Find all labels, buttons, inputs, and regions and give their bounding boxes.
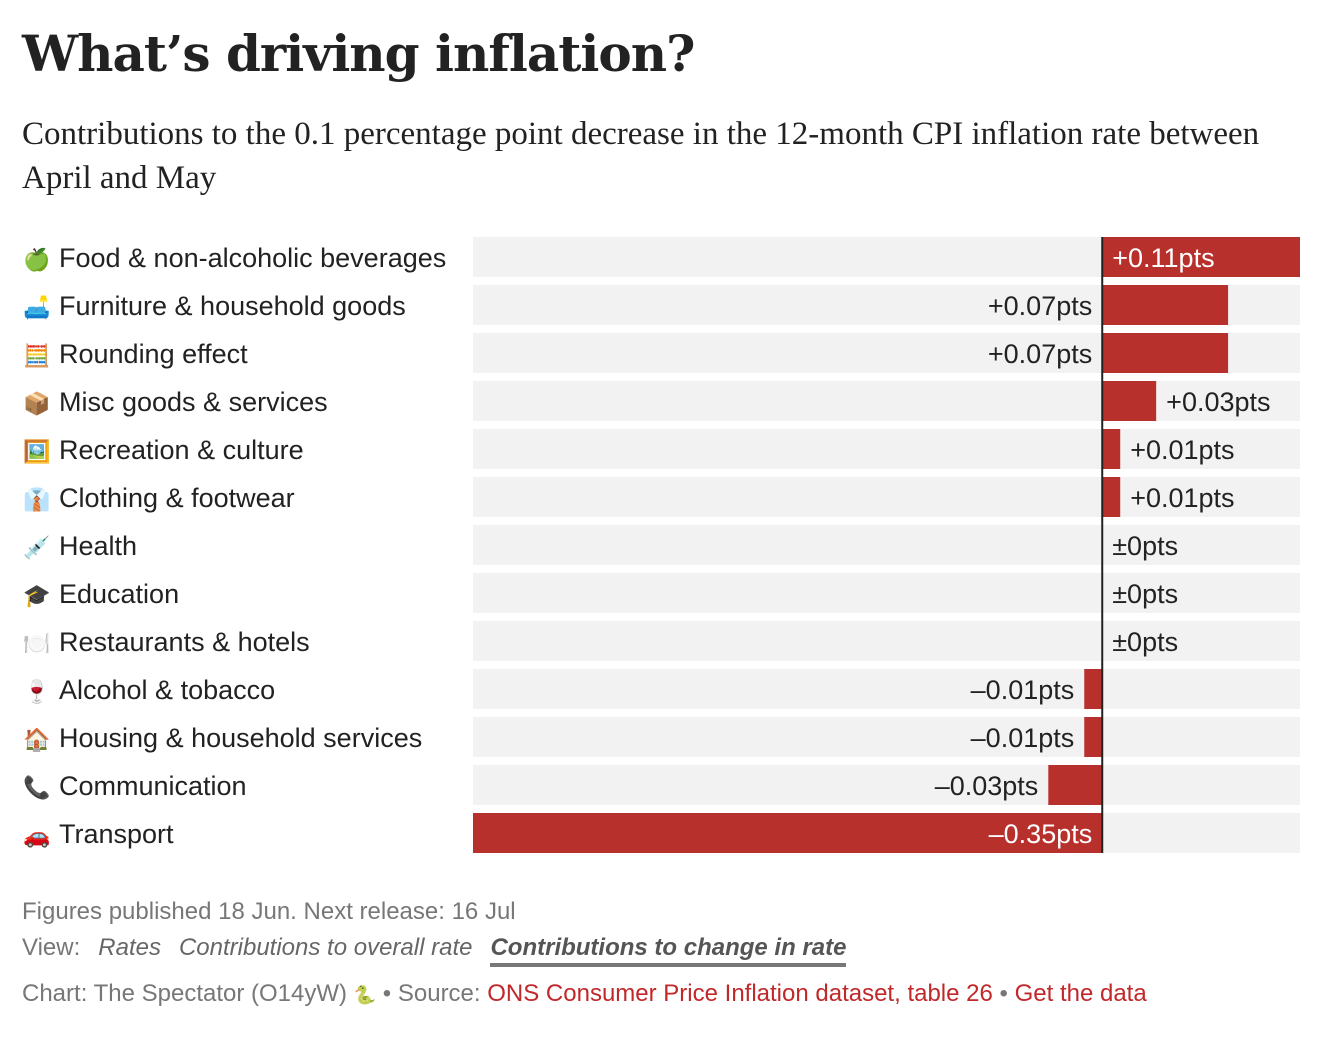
view-label: View: [22, 934, 81, 961]
category-label: Health [59, 531, 137, 561]
chart-title: What’s driving inflation? [22, 24, 695, 83]
data-label: +0.01pts [1130, 483, 1234, 513]
data-label: +0.03pts [1166, 387, 1270, 417]
source-link[interactable]: ONS Consumer Price Inflation dataset, ta… [487, 980, 993, 1007]
bar [1102, 429, 1121, 469]
view-switcher: View: Rates Contributions to overall rate C… [22, 934, 847, 967]
category-label: Recreation & culture [59, 435, 304, 465]
data-label: ±0pts [1112, 531, 1178, 561]
bar-track [473, 765, 1300, 805]
bar [473, 813, 1103, 853]
data-label: –0.01pts [971, 675, 1075, 705]
view-option-contributions-overall[interactable]: Contributions to overall rate [178, 934, 473, 961]
source-label: Source: [397, 980, 481, 1007]
bar [1102, 285, 1229, 325]
bar [1102, 477, 1121, 517]
category-icon: 💉 [23, 535, 50, 560]
category-label: Restaurants & hotels [59, 627, 310, 657]
chart-subtitle: Contributions to the 0.1 percentage poin… [22, 116, 1260, 196]
bar-track [473, 429, 1300, 469]
data-label: –0.35pts [989, 819, 1093, 849]
view-option-contributions-change[interactable]: Contributions to change in rate [490, 934, 847, 967]
category-icon: 🖼️ [23, 439, 50, 464]
category-icon: 📞 [23, 773, 51, 800]
data-label: ±0pts [1112, 627, 1178, 657]
bar-track [473, 477, 1300, 517]
separator: • [999, 980, 1008, 1007]
category-label: Alcohol & tobacco [59, 675, 275, 705]
category-icon: 🛋️ [23, 295, 50, 320]
category-label: Education [59, 579, 179, 609]
bar-track [473, 573, 1300, 613]
bar-track [473, 381, 1300, 421]
bar-track [473, 717, 1300, 757]
bar [1084, 669, 1103, 709]
category-icon: 🎓 [23, 583, 50, 608]
bar-track [473, 621, 1300, 661]
data-label: –0.03pts [935, 771, 1039, 801]
separator: • [382, 980, 392, 1007]
publication-note: Figures published 18 Jun. Next release: … [22, 898, 516, 925]
category-icon: 📦 [23, 391, 50, 416]
chart-credit: Chart: The Spectator (O14yW) [22, 980, 348, 1007]
bar [1102, 237, 1300, 277]
snake-icon: 🐍 [353, 985, 377, 1005]
bar-track [473, 525, 1300, 565]
data-label: +0.07pts [988, 339, 1092, 369]
category-icon: 🍷 [23, 679, 50, 704]
view-option-rates[interactable]: Rates [98, 934, 161, 961]
category-icon: 🏠 [23, 727, 50, 752]
bar-track [473, 669, 1300, 709]
category-label: Clothing & footwear [59, 483, 295, 513]
category-label: Communication [59, 771, 247, 801]
bar [1102, 381, 1157, 421]
category-label: Housing & household services [59, 723, 422, 753]
bar [1102, 333, 1229, 373]
credits: Chart: The Spectator (O14yW) 🐍 • Source:… [22, 980, 1147, 1008]
category-label: Rounding effect [59, 339, 248, 369]
get-data-link[interactable]: Get the data [1014, 980, 1147, 1007]
bar-chart: 🍏 Food & non-alcoholic beverages +0.11pts 🛋… [23, 237, 1300, 853]
category-label: Misc goods & services [59, 387, 328, 417]
data-label: +0.01pts [1130, 435, 1234, 465]
category-icon: 🧮 [23, 343, 50, 368]
category-icon: 🚗 [23, 823, 50, 848]
category-label: Food & non-alcoholic beverages [59, 243, 446, 273]
category-icon: 🍏 [23, 247, 50, 272]
bar [1084, 717, 1103, 757]
data-label: +0.07pts [988, 291, 1092, 321]
category-icon: 👔 [23, 487, 50, 512]
category-label: Transport [59, 819, 174, 849]
data-label: +0.11pts [1112, 243, 1214, 273]
bar [1048, 765, 1103, 805]
data-label: –0.01pts [971, 723, 1075, 753]
category-icon: 🍽️ [23, 631, 50, 656]
category-label: Furniture & household goods [59, 291, 406, 321]
data-label: ±0pts [1112, 579, 1178, 609]
